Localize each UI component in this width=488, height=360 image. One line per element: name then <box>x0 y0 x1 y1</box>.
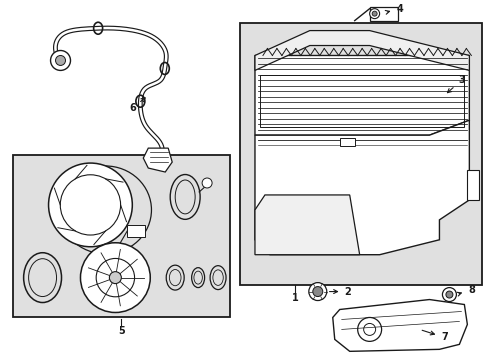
Circle shape <box>50 50 70 71</box>
Circle shape <box>48 163 132 247</box>
Text: 7: 7 <box>421 330 447 342</box>
Text: 6: 6 <box>129 98 145 113</box>
Circle shape <box>369 9 379 19</box>
Bar <box>13 155 229 318</box>
Circle shape <box>308 283 326 301</box>
Text: 4: 4 <box>385 4 402 14</box>
Bar <box>369 7 397 21</box>
Circle shape <box>96 258 134 297</box>
Circle shape <box>371 11 376 16</box>
Bar <box>240 23 481 285</box>
Polygon shape <box>143 148 172 172</box>
Polygon shape <box>254 31 468 71</box>
Polygon shape <box>254 55 468 135</box>
Text: 5: 5 <box>118 327 124 336</box>
Text: 8: 8 <box>456 284 474 296</box>
Circle shape <box>60 175 121 235</box>
Circle shape <box>109 272 121 284</box>
Text: 1: 1 <box>291 293 298 302</box>
Polygon shape <box>254 120 468 255</box>
Circle shape <box>445 291 452 298</box>
Circle shape <box>202 178 212 188</box>
Polygon shape <box>254 195 359 255</box>
Text: 3: 3 <box>447 75 464 93</box>
Circle shape <box>56 55 65 66</box>
Text: 2: 2 <box>329 287 350 297</box>
Bar <box>260 75 464 127</box>
Polygon shape <box>332 300 467 351</box>
Bar <box>339 138 354 146</box>
Circle shape <box>81 243 150 312</box>
Bar <box>127 225 145 237</box>
Bar <box>467 170 478 200</box>
Circle shape <box>442 288 455 302</box>
Circle shape <box>312 287 322 297</box>
